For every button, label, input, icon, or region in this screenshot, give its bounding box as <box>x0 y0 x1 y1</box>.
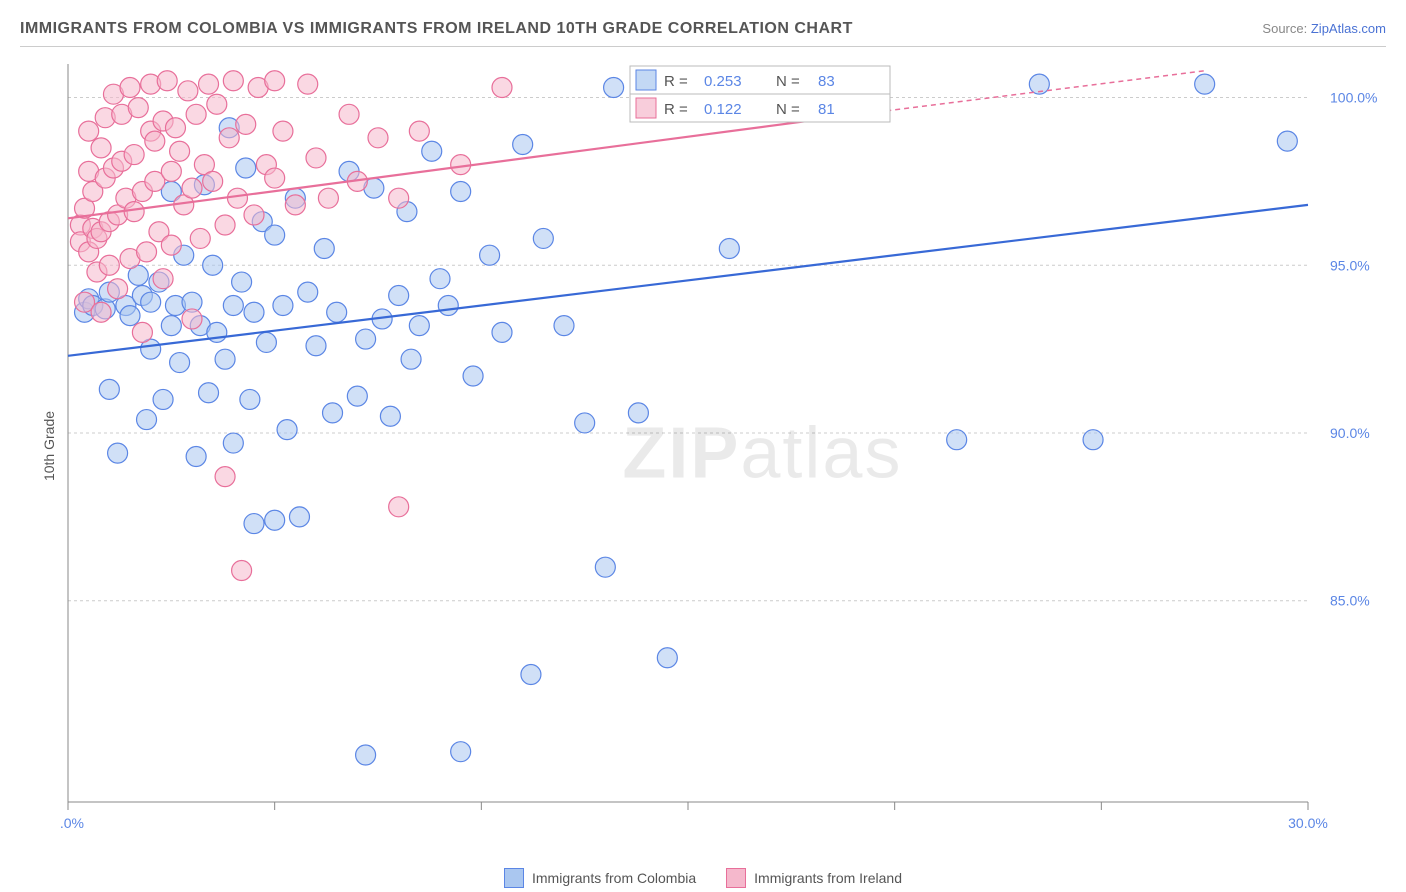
svg-text:85.0%: 85.0% <box>1330 593 1370 609</box>
chart-area: 85.0% 90.0% 95.0% 100.0% 0.0% 30.0% ZIPatlas R … <box>60 60 1386 852</box>
svg-text:83: 83 <box>818 73 835 90</box>
svg-text:30.0%: 30.0% <box>1288 815 1328 831</box>
svg-text:100.0%: 100.0% <box>1330 90 1377 106</box>
scatter-chart: 85.0% 90.0% 95.0% 100.0% 0.0% 30.0% ZIPatlas R … <box>60 60 1386 852</box>
source-link[interactable]: ZipAtlas.com <box>1311 21 1386 36</box>
svg-text:R =: R = <box>664 101 688 118</box>
svg-text:N =: N = <box>776 73 800 90</box>
y-axis-label: 10th Grade <box>41 411 57 481</box>
legend-item: Immigrants from Ireland <box>726 868 902 888</box>
legend-swatch <box>504 868 524 888</box>
stats-box: R = 0.253 N = 83 R = 0.122 N = 81 <box>630 66 890 122</box>
source: Source: ZipAtlas.com <box>1262 21 1386 36</box>
legend-label: Immigrants from Colombia <box>532 870 696 886</box>
title-bar: IMMIGRANTS FROM COLOMBIA VS IMMIGRANTS F… <box>20 20 1386 47</box>
legend-item: Immigrants from Colombia <box>504 868 696 888</box>
svg-text:0.253: 0.253 <box>704 73 742 90</box>
svg-text:95.0%: 95.0% <box>1330 257 1370 273</box>
svg-text:0.0%: 0.0% <box>60 815 84 831</box>
chart-title: IMMIGRANTS FROM COLOMBIA VS IMMIGRANTS F… <box>20 20 853 38</box>
source-label: Source: <box>1262 21 1307 36</box>
legend-swatch <box>726 868 746 888</box>
legend: Immigrants from Colombia Immigrants from … <box>0 868 1406 888</box>
svg-text:90.0%: 90.0% <box>1330 425 1370 441</box>
series <box>70 71 842 581</box>
svg-text:81: 81 <box>818 101 835 118</box>
svg-text:R =: R = <box>664 73 688 90</box>
svg-text:0.122: 0.122 <box>704 101 742 118</box>
legend-label: Immigrants from Ireland <box>754 870 902 886</box>
svg-text:N =: N = <box>776 101 800 118</box>
svg-text:ZIPatlas: ZIPatlas <box>622 413 902 493</box>
